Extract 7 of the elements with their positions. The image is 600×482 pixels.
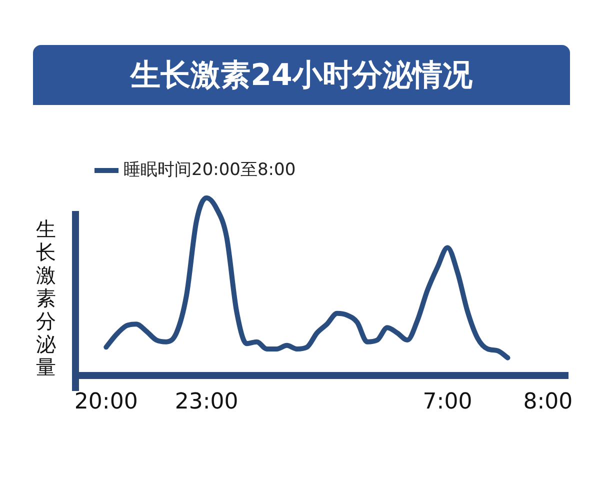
- x-tick-label: 20:00: [74, 390, 138, 415]
- legend-label: 睡眠时间20:00至8:00: [124, 160, 296, 180]
- chart-title: 生长激素24小时分泌情况: [33, 45, 570, 105]
- x-tick-label: 23:00: [174, 390, 238, 415]
- y-axis-title: 生长激素分泌量: [36, 217, 57, 379]
- x-tick-label: 7:00: [422, 390, 472, 415]
- x-tick-label: 8:00: [523, 390, 573, 415]
